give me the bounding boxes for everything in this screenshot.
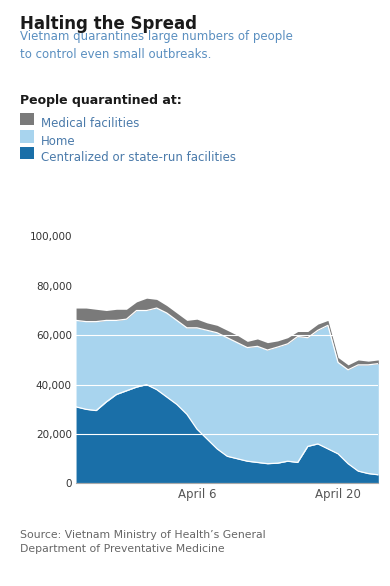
Text: Vietnam quarantines large numbers of people
to control even small outbreaks.: Vietnam quarantines large numbers of peo… [20, 30, 292, 62]
Text: Halting the Spread: Halting the Spread [20, 15, 197, 33]
Text: Centralized or state-run facilities: Centralized or state-run facilities [41, 151, 236, 164]
Text: People quarantined at:: People quarantined at: [20, 94, 181, 107]
Text: Medical facilities: Medical facilities [41, 117, 139, 130]
Text: Source: Vietnam Ministry of Health’s General
Department of Preventative Medicine: Source: Vietnam Ministry of Health’s Gen… [20, 530, 265, 554]
Text: Home: Home [41, 135, 76, 148]
